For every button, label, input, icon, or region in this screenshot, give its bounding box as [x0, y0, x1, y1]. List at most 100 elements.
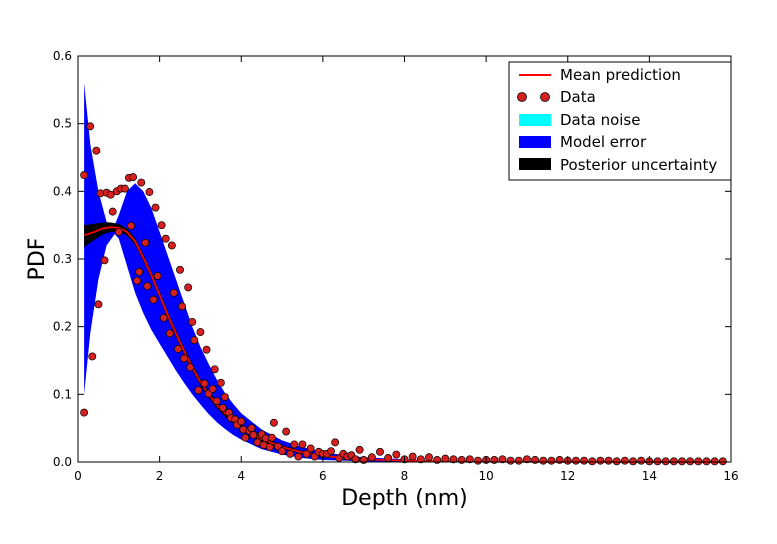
data-point: [167, 241, 176, 250]
x-axis: 0 2 4 6 8 10 12 14 16: [74, 56, 739, 483]
data-point: [176, 265, 184, 274]
data-point: [286, 449, 295, 458]
y-tick-label: 0.5: [53, 117, 72, 131]
data-point: [327, 447, 335, 456]
legend-label: Data noise: [560, 111, 640, 129]
data-point: [702, 457, 711, 466]
data-point: [612, 457, 621, 466]
data-point: [127, 221, 136, 230]
y-axis: 0.0 0.1 0.2 0.3 0.4 0.5 0.6: [53, 49, 731, 469]
data-point: [202, 345, 211, 354]
data-point: [159, 313, 168, 322]
data-point: [302, 449, 311, 458]
x-tick-label: 2: [156, 469, 164, 483]
data-point: [190, 336, 199, 345]
x-tick-label: 16: [723, 469, 738, 483]
y-tick-label: 0.2: [53, 320, 72, 334]
data-point: [145, 188, 154, 196]
data-point: [188, 317, 197, 326]
legend-label: Mean prediction: [560, 66, 681, 84]
mean-prediction-line: [83, 226, 723, 463]
data-point: [184, 283, 193, 292]
data-point: [208, 384, 217, 393]
data-point: [267, 433, 276, 442]
data-point: [196, 328, 205, 337]
data-point: [80, 171, 89, 180]
data-point: [408, 452, 417, 461]
data-point: [416, 455, 425, 464]
data-point: [376, 447, 384, 456]
data-point: [686, 457, 695, 466]
x-tick-label: 6: [319, 469, 327, 483]
data-point: [153, 271, 162, 280]
data-point: [174, 345, 182, 353]
data-point: [178, 302, 187, 311]
legend-data-marker: [540, 92, 550, 102]
data-point: [367, 453, 376, 462]
data-point: [265, 443, 274, 452]
data-point: [514, 456, 523, 465]
data-point: [355, 445, 364, 454]
data-point: [141, 238, 150, 247]
data-point: [114, 227, 123, 236]
data-point: [392, 450, 401, 459]
data-point: [80, 408, 89, 417]
data-point: [200, 379, 209, 388]
legend-label: Model error: [560, 133, 647, 151]
data-point: [331, 438, 340, 447]
x-tick-label: 14: [642, 469, 657, 483]
legend-model-error-swatch: [519, 136, 551, 148]
data-point: [306, 444, 315, 453]
data-point: [522, 455, 531, 464]
data-point: [151, 203, 160, 212]
legend-label: Data: [560, 88, 596, 106]
y-tick-label: 0.0: [53, 455, 72, 469]
data-point: [547, 456, 556, 465]
data-point: [194, 386, 203, 395]
data-point: [629, 457, 638, 466]
data-point: [669, 457, 678, 466]
data-point: [710, 457, 719, 466]
data-point: [247, 424, 256, 433]
data-point: [212, 397, 221, 406]
data-point: [278, 447, 287, 456]
y-tick-label: 0.4: [53, 184, 72, 198]
data-point: [165, 329, 174, 338]
data-point: [92, 146, 101, 155]
data-point: [580, 456, 589, 465]
data-point: [269, 418, 278, 427]
y-tick-label: 0.1: [53, 387, 72, 401]
data-point: [290, 440, 299, 449]
data-point: [86, 122, 95, 131]
data-point: [498, 455, 507, 464]
data-point: [137, 178, 146, 187]
data-point: [143, 282, 152, 291]
data-point: [351, 455, 360, 464]
data-point: [596, 456, 605, 465]
data-point: [604, 456, 613, 465]
data-point: [120, 184, 129, 193]
data-point: [169, 288, 178, 297]
data-point: [449, 455, 458, 464]
data-point: [539, 456, 548, 465]
data-point: [88, 352, 97, 361]
data-point: [216, 378, 225, 387]
legend: Mean prediction Data Data noise Model er…: [508, 61, 732, 181]
data-point: [218, 403, 227, 412]
data-point: [108, 207, 117, 216]
data-point: [210, 365, 219, 374]
data-point: [94, 300, 103, 309]
legend-posterior-swatch: [519, 158, 551, 170]
legend-label: Posterior uncertainty: [560, 156, 717, 174]
data-point: [100, 256, 109, 265]
data-point: [298, 440, 307, 449]
data-point: [571, 456, 580, 465]
x-axis-label: Depth (nm): [341, 486, 468, 511]
data-point: [161, 234, 170, 243]
x-tick-label: 10: [478, 469, 493, 483]
data-point: [661, 457, 670, 466]
data-point: [637, 456, 646, 465]
data-point: [653, 457, 662, 466]
data-point: [678, 457, 686, 466]
